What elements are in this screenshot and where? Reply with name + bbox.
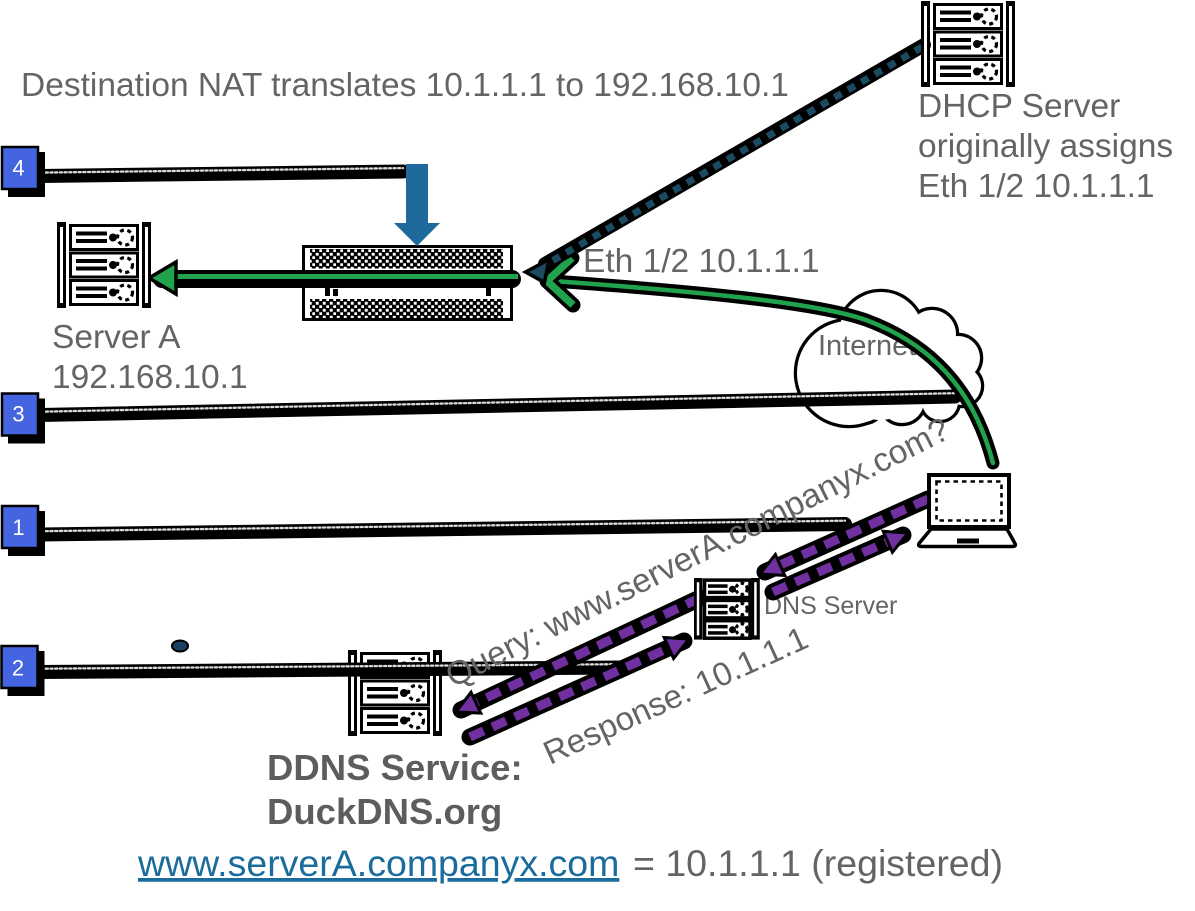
svg-text:DNS Server: DNS Server	[764, 592, 897, 620]
svg-text:www.serverA.companyx.com: www.serverA.companyx.com	[137, 842, 619, 884]
svg-text:3: 3	[12, 402, 24, 427]
svg-text:2: 2	[12, 656, 24, 681]
svg-text:DuckDNS.org: DuckDNS.org	[267, 791, 502, 832]
svg-text:4: 4	[12, 156, 24, 181]
svg-text:DDNS Service:: DDNS Service:	[267, 747, 523, 788]
svg-text:Destination NAT translates 10.: Destination NAT translates 10.1.1.1 to 1…	[21, 67, 789, 104]
svg-text:originally assigns: originally assigns	[918, 128, 1173, 165]
svg-text:1: 1	[12, 515, 24, 540]
svg-text:Server A: Server A	[52, 319, 181, 356]
svg-text:Eth 1/2 10.1.1.1: Eth 1/2 10.1.1.1	[918, 168, 1155, 205]
svg-text:Eth 1/2 10.1.1.1: Eth 1/2 10.1.1.1	[583, 243, 820, 280]
svg-text:= 10.1.1.1 (registered): = 10.1.1.1 (registered)	[633, 842, 1003, 884]
svg-text:DHCP Server: DHCP Server	[918, 88, 1120, 125]
svg-text:192.168.10.1: 192.168.10.1	[52, 359, 248, 396]
